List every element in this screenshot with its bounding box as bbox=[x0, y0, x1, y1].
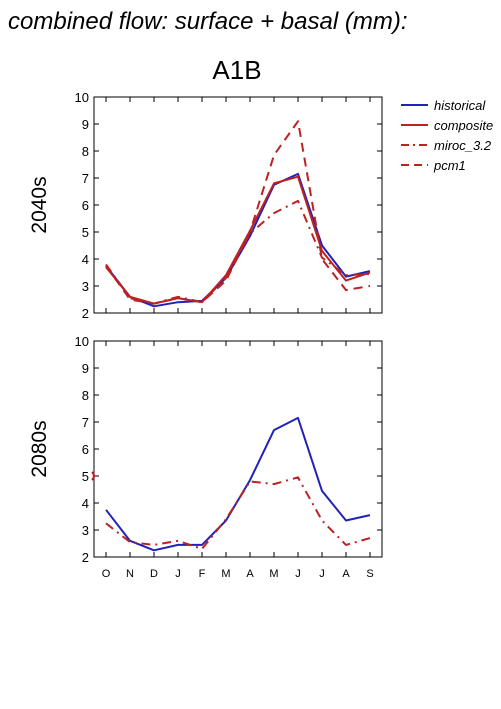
x-tick-label: O bbox=[102, 568, 111, 580]
y-tick-label: 8 bbox=[82, 388, 89, 403]
y-tick-label: 4 bbox=[82, 252, 89, 267]
figure-title: combined flow: surface + basal (mm): bbox=[8, 8, 407, 35]
series-line-miroc_3.2 bbox=[105, 199, 371, 305]
y-tick-label: 6 bbox=[82, 442, 89, 457]
y-tick-label: 6 bbox=[82, 198, 89, 213]
y-tick-label: 4 bbox=[82, 496, 89, 511]
edge-mark bbox=[91, 471, 95, 481]
x-tick-label: N bbox=[126, 568, 134, 580]
legend-item-composite: composite bbox=[401, 118, 493, 133]
legend-item-miroc_3.2: miroc_3.2 bbox=[401, 138, 492, 153]
y-tick-label: 7 bbox=[82, 171, 89, 186]
series-line-historical bbox=[105, 416, 371, 552]
series-line-historical bbox=[105, 172, 371, 308]
y-tick-label: 2 bbox=[82, 306, 89, 321]
legend: historical composite miroc_3.2 pcm1 bbox=[401, 98, 493, 173]
panel-2080s: 2 3 4 5 6 7 8 9 10 O N D J F M A M J J A S 2080s bbox=[28, 334, 383, 580]
y-tick-label: 5 bbox=[82, 469, 89, 484]
legend-item-pcm1: pcm1 bbox=[401, 158, 466, 173]
y-tick-label: 8 bbox=[82, 144, 89, 159]
x-tick-label: J bbox=[295, 568, 301, 580]
y-tick-label: 2 bbox=[82, 550, 89, 565]
y-tick-label: 7 bbox=[82, 415, 89, 430]
x-tick-label: F bbox=[199, 568, 206, 580]
panel-2040s: 2 3 4 5 6 7 8 9 10 2040s bbox=[28, 90, 383, 321]
x-tick-label: J bbox=[175, 568, 181, 580]
series-line-pcm1 bbox=[105, 120, 371, 305]
y-axis-label: 2040s bbox=[28, 176, 51, 233]
series-line-miroc_3.2 bbox=[105, 476, 371, 550]
y-tick-label: 5 bbox=[82, 225, 89, 240]
chart-subtitle: A1B bbox=[212, 55, 261, 85]
legend-label: miroc_3.2 bbox=[434, 138, 492, 153]
y-tick-label: 10 bbox=[75, 90, 89, 105]
legend-label: historical bbox=[434, 98, 486, 113]
chart-panels: 2 3 4 5 6 7 8 9 10 2040s 2 3 4 5 6 7 8 9 10 O N D J F M A M J J A S 208… bbox=[28, 90, 383, 580]
x-tick-label: D bbox=[150, 568, 158, 580]
x-tick-label: M bbox=[221, 568, 230, 580]
legend-label: composite bbox=[434, 118, 493, 133]
plot-frame bbox=[93, 340, 383, 558]
x-tick-label: M bbox=[269, 568, 278, 580]
y-tick-label: 3 bbox=[82, 279, 89, 294]
x-tick-label: A bbox=[342, 568, 350, 580]
y-tick-label: 3 bbox=[82, 523, 89, 538]
x-tick-label: A bbox=[246, 568, 254, 580]
y-tick-label: 9 bbox=[82, 117, 89, 132]
legend-label: pcm1 bbox=[433, 158, 466, 173]
x-tick-label: S bbox=[366, 568, 373, 580]
y-axis-label: 2080s bbox=[28, 420, 51, 477]
x-tick-label: J bbox=[319, 568, 325, 580]
y-tick-label: 9 bbox=[82, 361, 89, 376]
plot-frame bbox=[93, 96, 383, 314]
y-tick-label: 10 bbox=[75, 334, 89, 349]
legend-item-historical: historical bbox=[401, 98, 486, 113]
series-line-composite bbox=[105, 175, 371, 305]
